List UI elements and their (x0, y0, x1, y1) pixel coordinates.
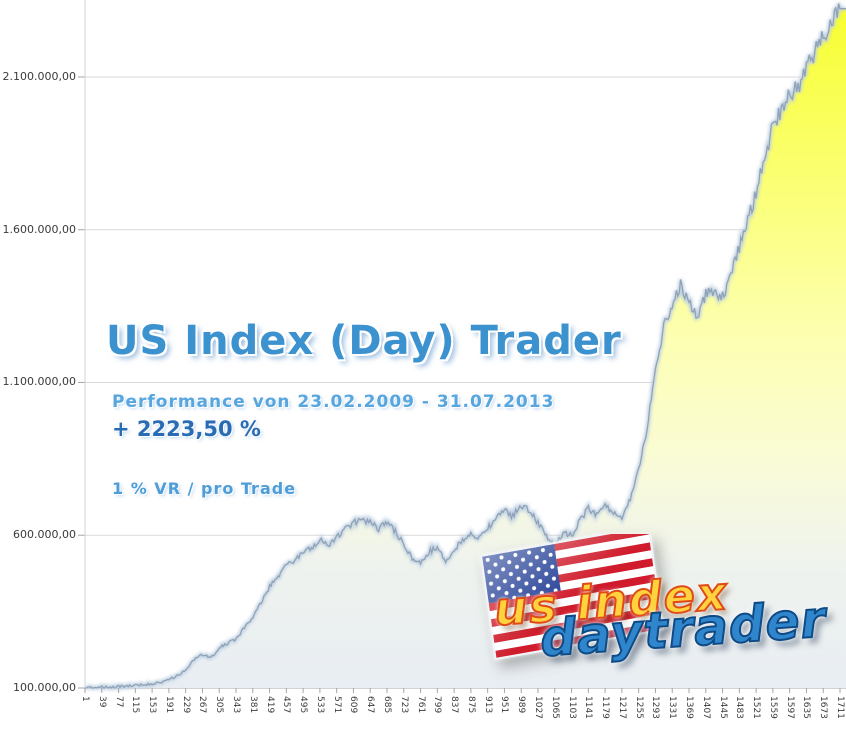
x-axis-label: 1369 (684, 696, 694, 719)
x-axis-label: 1103 (566, 696, 577, 719)
y-axis-label: 2.100.000,00 (2, 69, 76, 83)
x-axis-label: 951 (499, 696, 510, 714)
x-axis-label: 115 (130, 696, 141, 714)
x-axis-label: 495 (298, 696, 309, 714)
x-axis-label: 571 (331, 696, 342, 714)
x-axis-label: 381 (247, 696, 258, 714)
x-axis-label: 1711 (835, 696, 845, 719)
x-axis-label: 229 (180, 696, 191, 714)
x-axis-label: 875 (465, 696, 476, 714)
performance-subtitle: Performance von 23.02.2009 - 31.07.2013 (112, 392, 555, 412)
x-axis-label: 1217 (616, 696, 627, 719)
us-flag-icon (479, 534, 665, 661)
x-axis-label: 799 (432, 696, 443, 714)
x-axis-label: 1673 (818, 696, 829, 719)
x-axis-label: 1445 (717, 696, 728, 719)
x-axis-label: 1293 (650, 696, 661, 719)
x-axis-label: 989 (516, 696, 527, 714)
x-axis-label: 1141 (583, 696, 594, 719)
x-axis-label: 191 (163, 696, 174, 714)
y-axis-label: 600.000,00 (13, 528, 76, 542)
x-axis-label: 267 (197, 696, 208, 714)
x-axis-label: 1559 (767, 696, 778, 719)
x-axis-label: 1331 (667, 696, 678, 719)
x-axis-label: 913 (482, 696, 493, 714)
y-axis-label: 100.000,00 (13, 681, 76, 694)
risk-note: 1 % VR / pro Trade (112, 479, 297, 498)
equity-line (84, 3, 846, 689)
gain-value: + 2223,50 % (112, 417, 261, 441)
y-axis-label: 1.600.000,00 (2, 222, 76, 236)
x-axis-label: 343 (231, 696, 241, 714)
x-axis-label: 647 (365, 696, 376, 714)
x-axis-label: 1635 (801, 696, 812, 719)
x-axis-label: 153 (147, 696, 158, 714)
x-axis-label: 837 (449, 696, 460, 714)
x-axis-label: 609 (348, 696, 359, 714)
x-axis-label: 1255 (633, 696, 644, 719)
x-axis-label: 1483 (734, 696, 745, 719)
x-axis-label: 1 (80, 696, 90, 702)
x-axis-label: 1027 (533, 696, 543, 719)
x-axis-label: 685 (382, 696, 392, 714)
x-axis-label: 77 (113, 696, 124, 708)
x-axis-label: 1597 (784, 696, 795, 719)
x-axis-label: 1065 (549, 696, 560, 719)
x-axis-label: 457 (281, 696, 292, 714)
x-axis-label: 761 (415, 696, 426, 714)
equity-area (85, 3, 846, 688)
axes (78, 0, 841, 693)
x-axis-label: 533 (314, 696, 325, 714)
chart-title: US Index (Day) Trader (106, 318, 622, 364)
x-axis-label: 39 (96, 696, 107, 708)
x-axis-label: 1179 (600, 696, 611, 719)
x-axis-label: 305 (214, 696, 225, 714)
x-axis-label: 1521 (751, 696, 762, 719)
y-axis-label: 1.100.000,00 (2, 375, 76, 389)
x-axis-label: 419 (264, 696, 275, 714)
x-axis-label: 723 (398, 696, 409, 714)
x-axis-label: 1407 (700, 696, 711, 719)
